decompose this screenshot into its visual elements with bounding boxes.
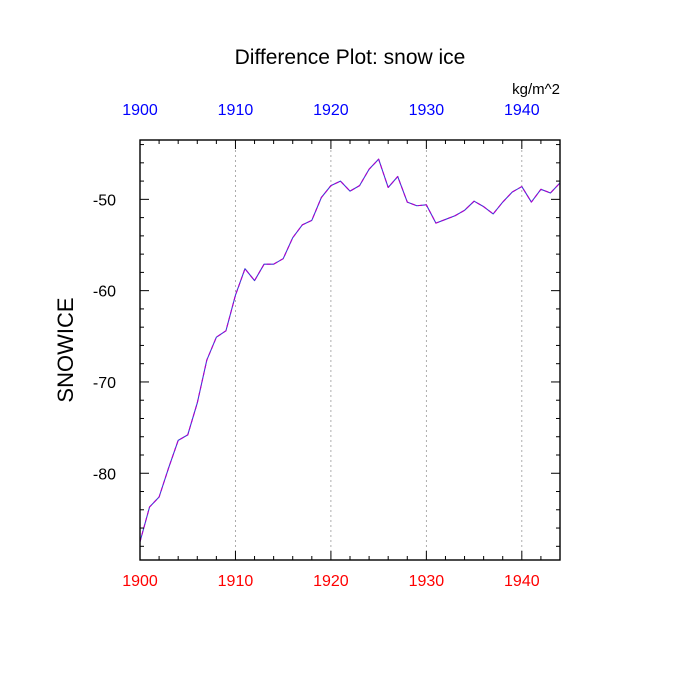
top-x-tick-label: 1900 bbox=[122, 102, 158, 119]
x-grid-lines bbox=[235, 140, 523, 560]
y-tick-label: -60 bbox=[93, 284, 116, 301]
y-tick-label: -50 bbox=[93, 192, 116, 209]
units-label: kg/m^2 bbox=[512, 81, 560, 98]
x-tick-label: 1920 bbox=[313, 573, 349, 590]
x-tick-label: 1910 bbox=[218, 573, 254, 590]
axis-ticks bbox=[139, 140, 561, 560]
series-line-underlay bbox=[139, 158, 561, 542]
y-tick-label: -70 bbox=[93, 375, 116, 392]
x-tick-label: 1930 bbox=[409, 573, 445, 590]
top-x-tick-label: 1920 bbox=[313, 102, 349, 119]
y-tick-label: -80 bbox=[93, 466, 116, 483]
top-x-tick-label: 1940 bbox=[504, 102, 540, 119]
tick-labels: 1900 1910 1920 1930 1940 1900 1910 1920 1930 1940… bbox=[93, 102, 540, 590]
top-x-tick-label: 1930 bbox=[409, 102, 445, 119]
y-axis-title: SNOWICE bbox=[53, 297, 78, 402]
plot-frame bbox=[139, 139, 561, 561]
series-lines bbox=[139, 158, 561, 542]
chart-title: Difference Plot: snow ice bbox=[235, 46, 466, 69]
top-x-tick-label: 1910 bbox=[218, 102, 254, 119]
x-tick-label: 1940 bbox=[504, 573, 540, 590]
series-line bbox=[139, 158, 561, 542]
x-tick-label: 1900 bbox=[122, 573, 158, 590]
